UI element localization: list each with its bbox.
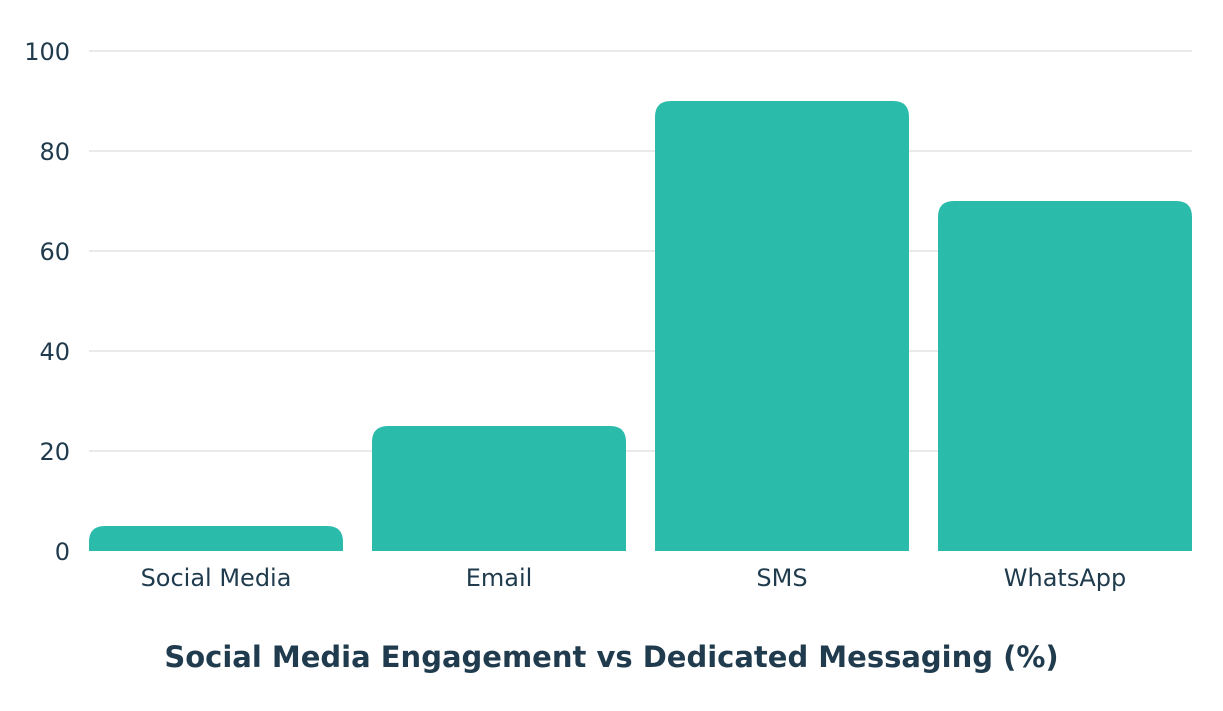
y-tick-label: 40 [39,338,70,366]
y-tick-label: 0 [55,538,70,566]
y-tick-label: 60 [39,238,70,266]
x-category-label: Email [466,564,533,592]
y-tick-label: 100 [24,38,70,66]
bar-whatsapp [938,201,1192,551]
y-tick-label: 80 [39,138,70,166]
bar-sms [655,101,909,551]
x-axis-labels: Social Media Email SMS WhatsApp [141,564,1127,592]
y-axis-ticks: 0 20 40 60 80 100 [24,38,70,566]
x-category-label: WhatsApp [1004,564,1126,592]
x-category-label: Social Media [141,564,292,592]
x-category-label: SMS [756,564,807,592]
bar-email [372,426,626,551]
bar-social-media [89,526,343,551]
chart-title: Social Media Engagement vs Dedicated Mes… [164,640,1059,674]
bars [89,101,1192,551]
y-tick-label: 20 [39,438,70,466]
